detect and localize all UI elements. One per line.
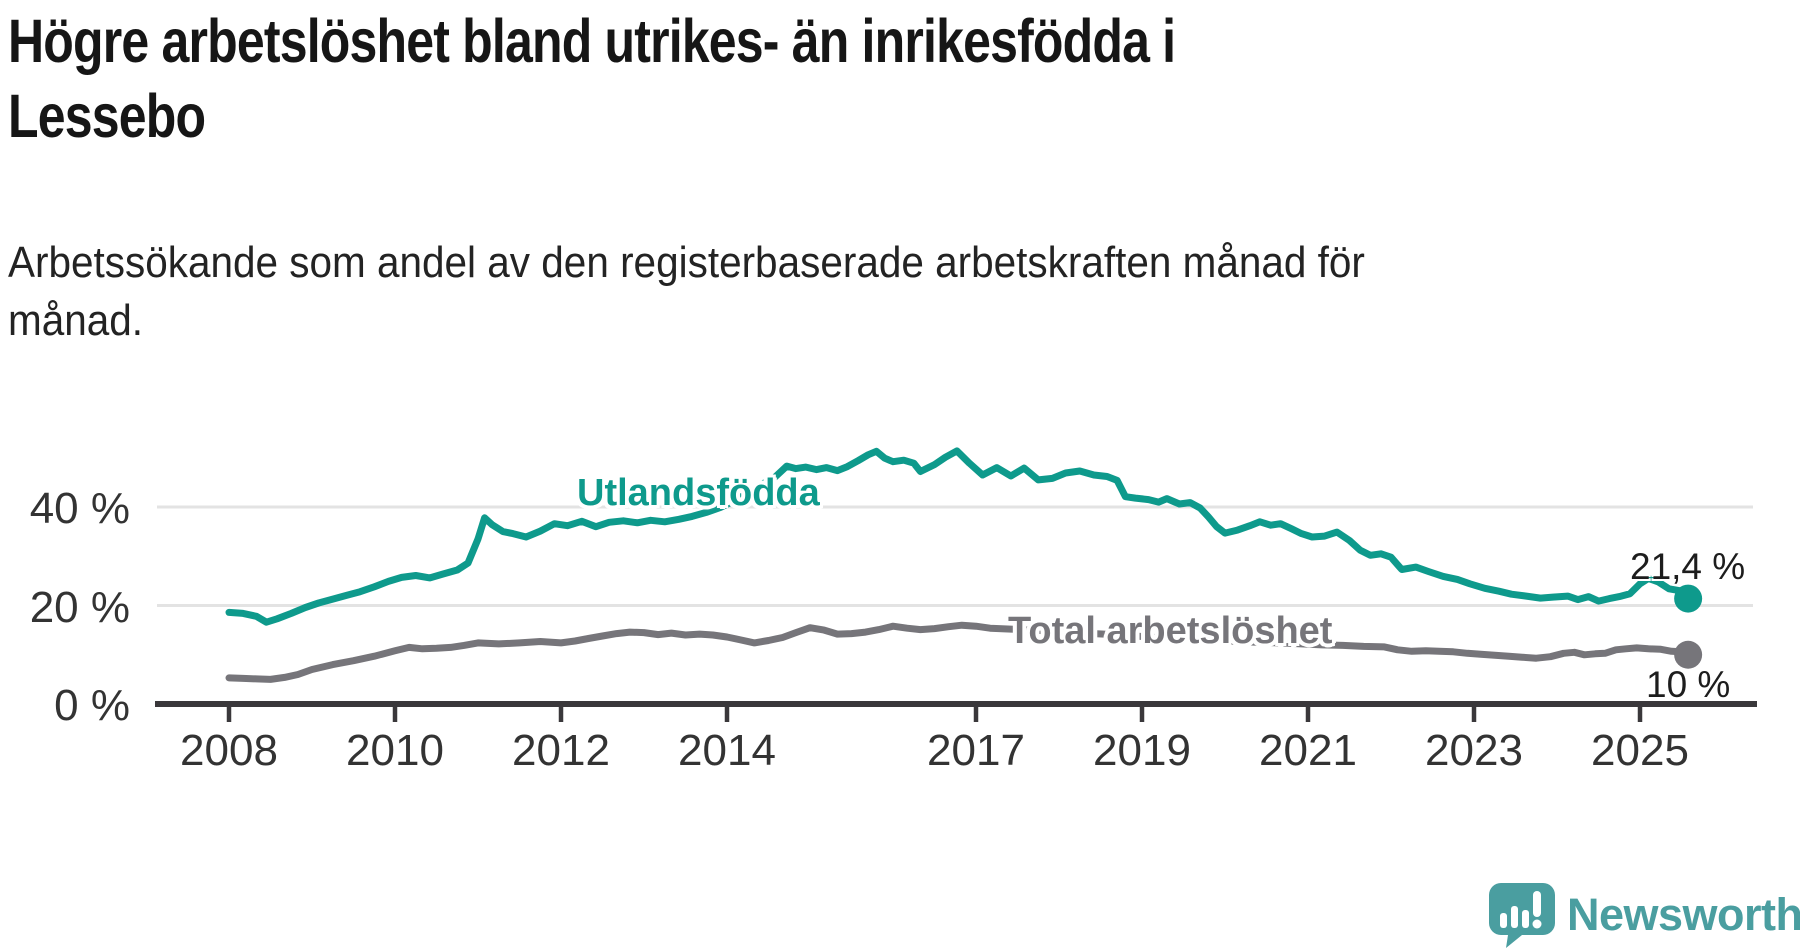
subtitle-line-1: Arbetssökande som andel av den registerb…: [8, 238, 1365, 287]
x-tick-label-2010: 2010: [346, 726, 444, 775]
x-tick-label-2019: 2019: [1093, 726, 1191, 775]
bar-2: [1511, 906, 1518, 928]
x-tick-label-2023: 2023: [1425, 726, 1523, 775]
series-end-dot-total: [1674, 640, 1703, 669]
series-end-dot-utlandsfodda: [1674, 584, 1703, 613]
x-tick-label-2025: 2025: [1591, 726, 1689, 775]
x-tick-label-2017: 2017: [927, 726, 1025, 775]
page-title: Högre arbetslöshet bland utrikes- än inr…: [8, 4, 1768, 154]
series-line-utlandsfodda: [225, 447, 1692, 626]
series-label-utlandsfodda: Utlandsfödda: [577, 472, 820, 514]
bar-1: [1500, 913, 1507, 928]
x-tick-label-2008: 2008: [180, 726, 278, 775]
series-label-total-arbetsloshet: Total arbetslöshet: [1008, 610, 1333, 652]
newsworthy-logo-icon: [1489, 883, 1555, 948]
bar-3: [1522, 910, 1529, 928]
exclamation-dot: [1532, 919, 1542, 929]
y-tick-label-40: 40 %: [29, 484, 130, 533]
newsworthy-logo: Newsworthy: [1488, 882, 1800, 948]
title-line-1: Högre arbetslöshet bland utrikes- än inr…: [8, 7, 1176, 75]
y-tick-label-0: 0 %: [54, 681, 130, 730]
end-value-label-utlandsfodda: 21,4 %: [1630, 546, 1746, 587]
y-tick-label-20: 20 %: [29, 582, 130, 632]
newsworthy-wordmark: Newsworthy: [1567, 889, 1800, 940]
x-tick-label-2014: 2014: [678, 726, 776, 775]
x-tick-label-2021: 2021: [1259, 726, 1357, 775]
x-tick-label-2012: 2012: [512, 726, 610, 775]
exclamation-bar: [1533, 891, 1541, 917]
subtitle-line-2: månad.: [8, 296, 144, 345]
chart-subtitle: Arbetssökande som andel av den registerb…: [8, 234, 1768, 350]
end-value-label-total: 10 %: [1646, 664, 1731, 705]
title-line-2: Lessebo: [8, 82, 206, 150]
series-line-total: [225, 621, 1692, 683]
